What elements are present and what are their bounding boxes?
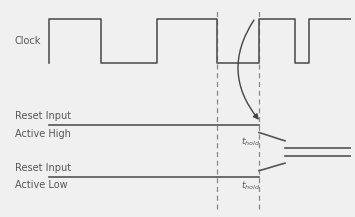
Text: Reset Input: Reset Input xyxy=(15,163,71,173)
Text: Reset Input: Reset Input xyxy=(15,111,71,121)
Text: $t_{hold}$: $t_{hold}$ xyxy=(241,179,260,192)
Text: Active High: Active High xyxy=(15,128,70,138)
Text: Active Low: Active Low xyxy=(15,180,67,190)
Text: $t_{hold}$: $t_{hold}$ xyxy=(241,136,260,148)
Text: Clock: Clock xyxy=(15,36,41,46)
